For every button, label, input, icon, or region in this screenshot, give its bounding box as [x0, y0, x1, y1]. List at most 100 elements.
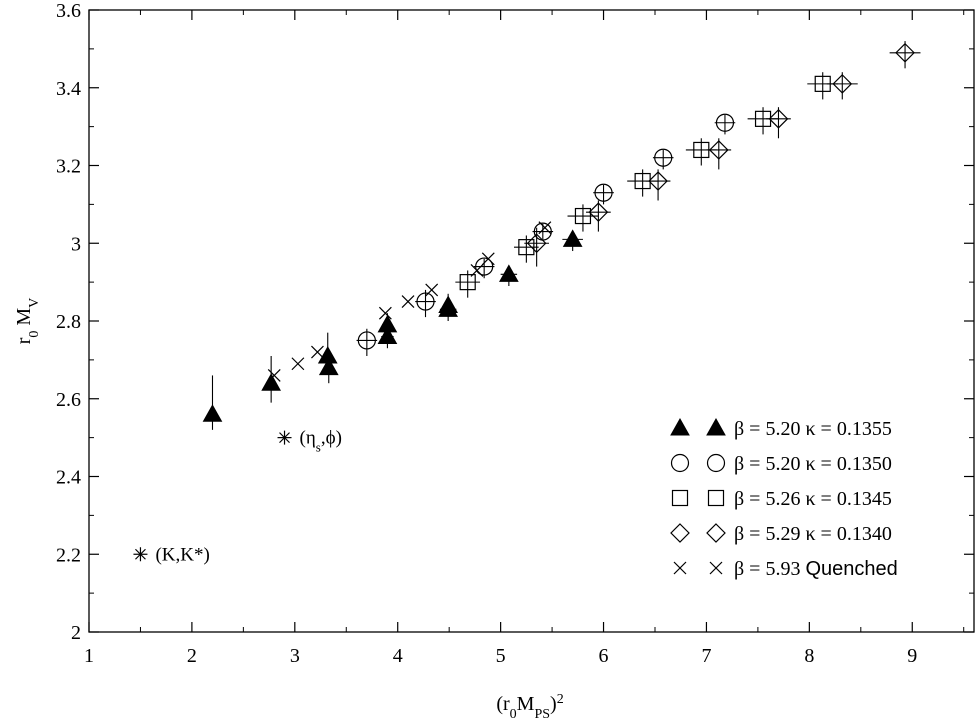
legend-marker [673, 561, 687, 575]
x-marker-stroke [425, 283, 439, 297]
data-point [357, 331, 376, 350]
data-point [416, 292, 435, 311]
circle-marker [715, 113, 735, 132]
x-marker-stroke [673, 561, 687, 575]
x-marker-stroke [481, 252, 495, 266]
y-tick-label: 3.6 [56, 0, 81, 22]
triangle-marker [670, 417, 690, 436]
axes: 1 2 3 4 5 6 7 8 922.22.42.62.833.23.43.6(r0MPS)2… [13, 0, 975, 722]
data-point [318, 357, 339, 376]
legend: β = 5.20 κ = 0.1355 β = 5.20 κ = 0.1350 β … [670, 417, 898, 580]
data-point [261, 373, 282, 391]
data-point [648, 171, 668, 191]
triangle-marker [706, 417, 726, 436]
x-marker-stroke [709, 561, 723, 575]
asterisk-stroke [135, 548, 146, 560]
legend-label: β = 5.93 Quenched [734, 558, 898, 580]
y-tick-label: 3 [71, 233, 81, 255]
x-tick-label: 1 [84, 645, 94, 667]
x-marker-stroke [291, 357, 305, 371]
data-point [574, 207, 592, 225]
annotation-label: (K,K*) [155, 544, 209, 565]
x-tick-label: 3 [290, 645, 300, 667]
data-point [311, 345, 324, 359]
x-axis-label: (r0MPS)2 [496, 692, 563, 722]
data-point [401, 295, 415, 308]
data-point [594, 183, 613, 202]
diamond-marker [895, 42, 915, 63]
y-tick-label: 2.2 [56, 544, 81, 566]
legend-entry: β = 5.29 κ = 0.1340 [670, 523, 892, 545]
data-point [588, 202, 609, 222]
legend-entry: β = 5.26 κ = 0.1345 [671, 488, 892, 510]
diamond-marker [768, 109, 789, 129]
diamond-marker [526, 233, 547, 254]
x-tick-label: 7 [701, 645, 711, 667]
data-point [378, 306, 392, 320]
data-point [438, 299, 459, 317]
data-point [291, 357, 305, 371]
asterisk-stroke [279, 432, 290, 444]
legend-entry: β = 5.20 κ = 0.1355 [670, 417, 892, 440]
x-marker-stroke [378, 306, 392, 320]
y-tick-label: 2.6 [56, 389, 81, 411]
annotations: (K,K*) (ηs,ϕ) [133, 428, 342, 565]
triangle-marker [562, 229, 583, 247]
triangle-marker [202, 404, 223, 422]
legend-marker [706, 453, 726, 473]
square-marker [671, 489, 689, 507]
circle-marker [594, 183, 613, 202]
data-point [768, 109, 789, 129]
x-tick-label: 9 [907, 645, 917, 667]
data-point [377, 326, 398, 345]
annotation-marker [133, 547, 148, 562]
data-point [526, 233, 547, 254]
data-point [538, 221, 552, 235]
diamond-marker [648, 171, 668, 191]
circle-marker [670, 453, 690, 473]
square-marker [518, 239, 535, 256]
triangle-marker [318, 357, 339, 376]
annotation-label: (ηs,ϕ) [300, 428, 342, 455]
data-point [470, 264, 484, 277]
y-tick-label: 2.8 [56, 311, 81, 333]
legend-marker [707, 489, 725, 507]
diamond-marker [708, 140, 729, 160]
legend-marker [706, 417, 726, 436]
data-point [708, 140, 729, 160]
data-point [518, 239, 535, 256]
x-marker-stroke [538, 221, 552, 235]
diamond-marker [706, 523, 726, 543]
series-circle [356, 113, 736, 356]
legend-marker [706, 523, 726, 543]
y-tick-label: 2 [71, 622, 81, 644]
x-marker-stroke [311, 345, 324, 359]
x-marker-stroke [470, 264, 484, 277]
data-point [481, 252, 495, 266]
legend-label: β = 5.26 κ = 0.1345 [734, 488, 892, 510]
triangle-marker [261, 373, 282, 391]
circle-marker [706, 453, 726, 473]
diamond-marker [832, 74, 853, 94]
square-marker [459, 274, 476, 291]
data-point [715, 113, 735, 132]
data-point [267, 369, 281, 382]
y-tick-label: 3.4 [56, 78, 81, 100]
data-point [425, 283, 439, 297]
legend-label: β = 5.20 κ = 0.1350 [734, 453, 892, 475]
x-tick-label: 8 [804, 645, 814, 667]
x-tick-label: 4 [393, 645, 403, 667]
y-tick-label: 3.2 [56, 156, 81, 178]
y-tick-label: 2.4 [56, 467, 81, 489]
x-tick-label: 6 [599, 645, 609, 667]
x-marker-stroke [401, 295, 415, 308]
triangle-marker [377, 326, 398, 345]
legend-marker [670, 417, 690, 436]
series-square [455, 72, 839, 298]
data-marks [202, 41, 921, 430]
annotation-marker [277, 430, 292, 445]
legend-label: β = 5.20 κ = 0.1355 [734, 418, 892, 440]
data-point [459, 274, 476, 291]
x-tick-label: 2 [187, 645, 197, 667]
square-marker [574, 207, 592, 225]
